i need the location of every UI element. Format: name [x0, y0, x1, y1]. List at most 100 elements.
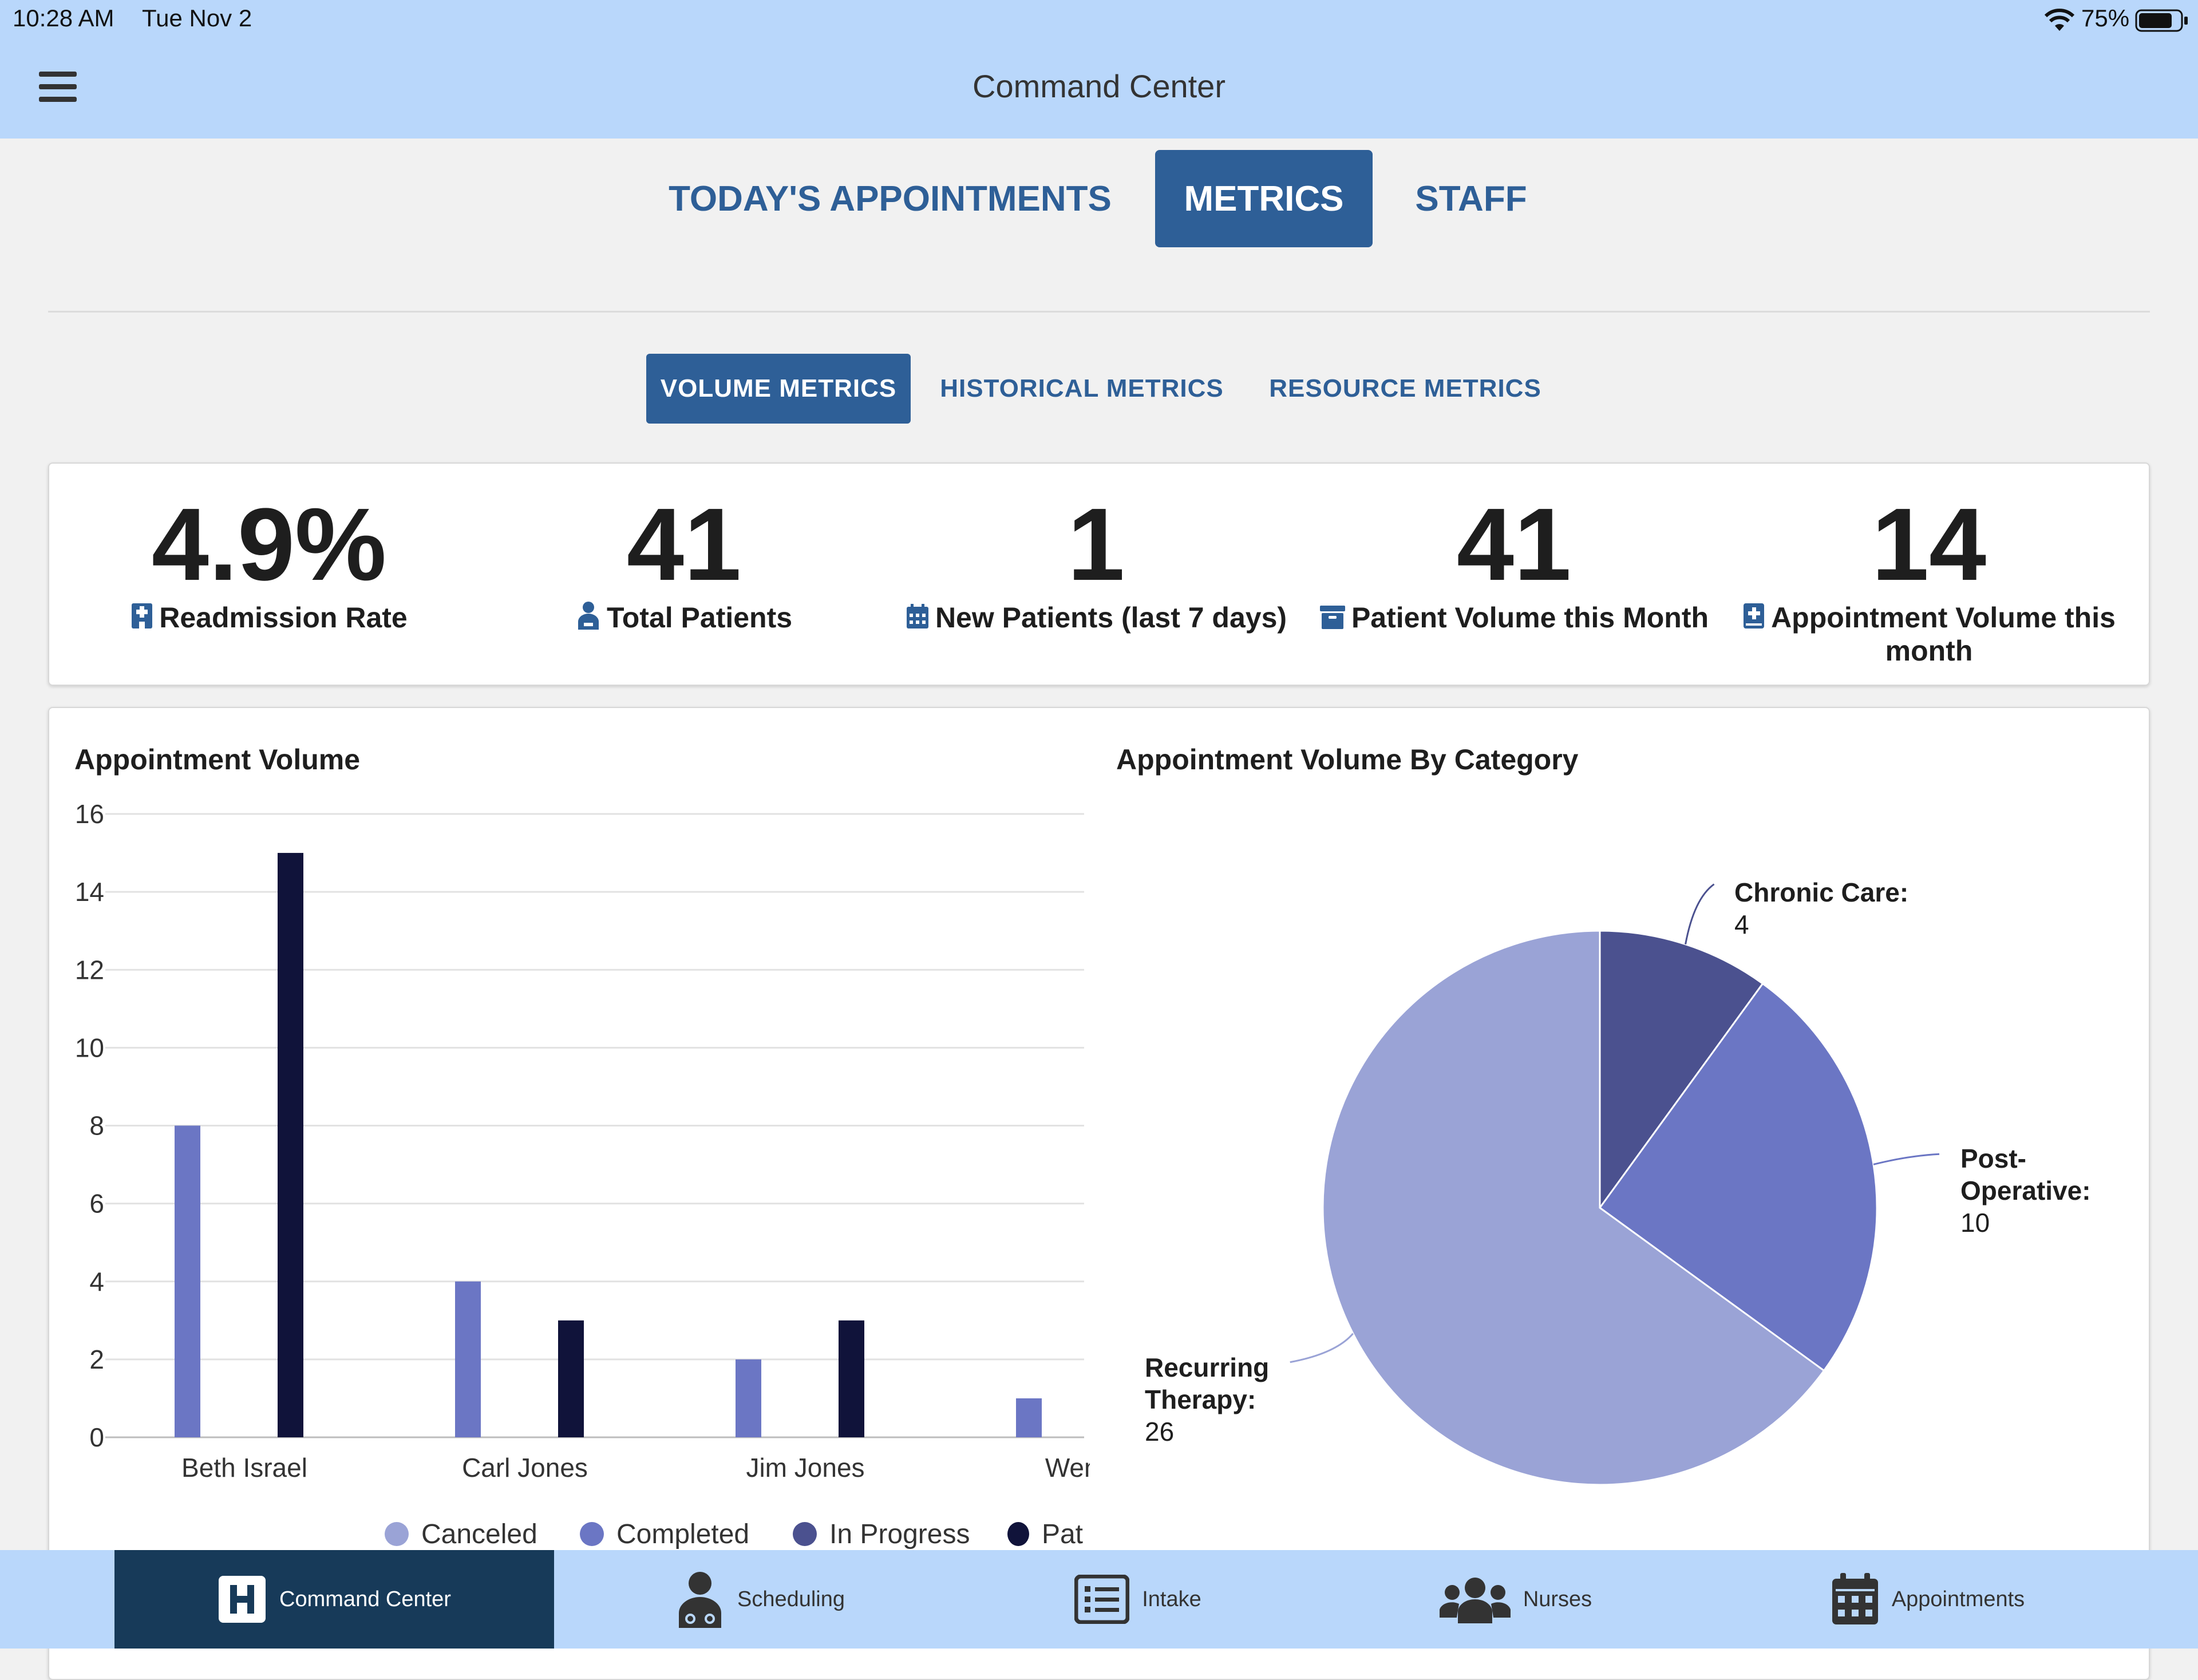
- bar-completed: [1016, 1398, 1042, 1437]
- status-time: 10:28 AM: [13, 5, 114, 31]
- medical-book-icon: [1744, 603, 1765, 628]
- y-tick-label: 0: [89, 1422, 104, 1452]
- y-tick-label: 12: [75, 955, 104, 985]
- nav-scheduling[interactable]: Scheduling: [554, 1550, 966, 1649]
- nav-command-center[interactable]: Command Center: [114, 1550, 554, 1649]
- kpi-appointment-volume-value: 14: [1871, 487, 1987, 602]
- app-header: [0, 40, 2198, 139]
- y-tick-label: 14: [75, 877, 104, 907]
- nav-label: Command Center: [279, 1587, 451, 1611]
- nav-label: Nurses: [1523, 1587, 1592, 1611]
- kpi-patient-volume-value: 41: [1456, 487, 1572, 602]
- status-bar: [0, 0, 2198, 40]
- y-tick-label: 6: [89, 1189, 104, 1219]
- bar-pat: [278, 853, 303, 1437]
- pie-slice-1: [1598, 982, 1878, 1372]
- kpi-label-text: Total Patients: [606, 602, 793, 634]
- x-tick-label: Jim Jones: [746, 1453, 864, 1483]
- divider: [48, 311, 2150, 313]
- kpi-total-patients-value: 41: [626, 487, 742, 602]
- bar-pat: [839, 1320, 864, 1437]
- nav-label: Scheduling: [737, 1587, 845, 1611]
- calendar-icon: [1832, 1573, 1878, 1624]
- tab-staff[interactable]: STAFF: [1415, 179, 1527, 219]
- page-title: Command Center: [973, 68, 1225, 104]
- pie-value-label: 4: [1734, 910, 1749, 939]
- x-tick-label: Beth Israel: [181, 1453, 307, 1483]
- calendar-icon: [906, 604, 928, 628]
- legend-label: Completed: [616, 1519, 750, 1549]
- kpi-readmission-value: 4.9%: [151, 487, 387, 602]
- kpi-readmission-label: Readmission Rate: [69, 601, 469, 634]
- pie-label: Post-: [1960, 1144, 2026, 1173]
- subtab-historical-metrics[interactable]: HISTORICAL METRICS: [940, 374, 1224, 402]
- legend-dot: [385, 1522, 409, 1546]
- subtab-resource-metrics[interactable]: RESOURCE METRICS: [1269, 374, 1541, 402]
- wifi-icon: [2044, 9, 2075, 31]
- archive-icon: [1319, 606, 1345, 629]
- bar-chart-title: Appointment Volume: [74, 744, 361, 776]
- pie-slice-0: [1599, 930, 1764, 1211]
- kpi-label-text: Patient Volume this Month: [1351, 602, 1709, 634]
- pie-leader-line: [1873, 1153, 1940, 1165]
- kpi-patient-volume-label: Patient Volume this Month: [1311, 601, 1717, 634]
- subtab-volume-metrics[interactable]: VOLUME METRICS: [646, 354, 911, 424]
- pie-label: Therapy:: [1145, 1385, 1256, 1414]
- legend-in-progress[interactable]: In Progress: [793, 1517, 970, 1551]
- legend-label: Pat: [1041, 1519, 1083, 1549]
- pie-leader-line: [1290, 1333, 1354, 1363]
- y-tick-label: 2: [89, 1345, 104, 1374]
- doctor-icon: [678, 1572, 721, 1628]
- kpi-label-text: Readmission Rate: [159, 602, 408, 634]
- y-tick-label: 4: [89, 1267, 104, 1296]
- battery-icon: [2135, 9, 2188, 32]
- nav-nurses[interactable]: Nurses: [1310, 1550, 1722, 1649]
- nav-label: Intake: [1142, 1587, 1201, 1611]
- x-tick-label: Carl Jones: [462, 1453, 588, 1483]
- battery-percent: 75%: [2081, 5, 2130, 31]
- y-tick-label: 10: [75, 1033, 104, 1062]
- kpi-label-text: Appointment Volume this month: [1771, 602, 2116, 667]
- hospital-h-icon: [219, 1576, 266, 1623]
- nav-appointments[interactable]: Appointments: [1722, 1550, 2134, 1649]
- status-date: Tue Nov 2: [142, 5, 252, 31]
- pie-label: Operative:: [1960, 1176, 2091, 1205]
- legend-pat[interactable]: Pat: [1007, 1517, 1083, 1551]
- list-icon: [1074, 1575, 1130, 1624]
- appointment-category-pie-chart: Chronic Care: 4 Post- Operative: 10 Recurring…: [1145, 877, 2091, 1486]
- tab-todays-appointments[interactable]: TODAY'S APPOINTMENTS: [669, 179, 1112, 219]
- user-injured-icon: [578, 602, 599, 630]
- y-tick-label: 8: [89, 1111, 104, 1141]
- pie-chart-title: Appointment Volume By Category: [1116, 744, 1579, 776]
- x-tick-label: Wendy: [1045, 1453, 1090, 1483]
- bar-completed: [736, 1359, 761, 1437]
- bar-pat: [558, 1320, 584, 1437]
- users-icon: [1439, 1578, 1511, 1623]
- legend-label: In Progress: [829, 1519, 970, 1549]
- pie-label: Chronic Care:: [1734, 877, 1908, 907]
- nav-intake[interactable]: Intake: [966, 1550, 1310, 1649]
- legend-label: Canceled: [421, 1519, 537, 1549]
- nav-label: Appointments: [1891, 1587, 2025, 1611]
- pie-value-label: 26: [1145, 1417, 1174, 1446]
- tab-metrics[interactable]: METRICS: [1155, 150, 1373, 247]
- legend-dot: [793, 1522, 817, 1546]
- legend-dot: [580, 1522, 604, 1546]
- hamburger-menu-icon[interactable]: [34, 67, 82, 107]
- kpi-appointment-volume-label: Appointment Volume this month: [1729, 601, 2129, 667]
- kpi-new-patients-value: 1: [1067, 487, 1125, 602]
- pie-leader-line: [1685, 883, 1715, 944]
- kpi-label-text: New Patients (last 7 days): [935, 602, 1287, 634]
- appointment-volume-bar-chart: 0 2 4 6 8 10 12 14 16 Beth Israel Carl Jones Jim Jo…: [75, 799, 1090, 1483]
- bar-completed: [175, 1125, 200, 1437]
- bar-completed: [455, 1281, 481, 1437]
- pie-label: Recurring: [1145, 1353, 1269, 1382]
- y-tick-label: 16: [75, 799, 104, 829]
- kpi-card: [48, 463, 2150, 686]
- kpi-total-patients-label: Total Patients: [487, 601, 881, 634]
- kpi-new-patients-label: New Patients (last 7 days): [899, 601, 1294, 634]
- legend-completed[interactable]: Completed: [580, 1517, 749, 1551]
- pie-value-label: 10: [1960, 1208, 1990, 1238]
- legend-canceled[interactable]: Canceled: [385, 1517, 537, 1551]
- hospital-icon: [132, 603, 153, 628]
